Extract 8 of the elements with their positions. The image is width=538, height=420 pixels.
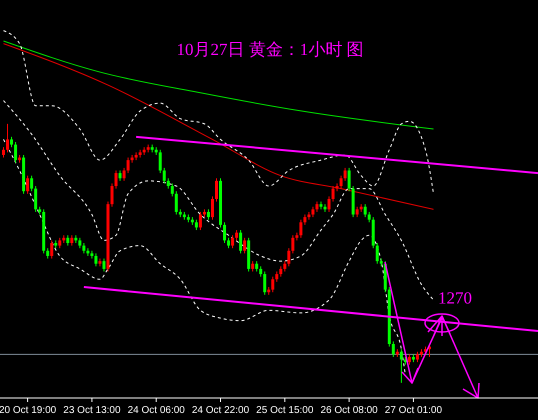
chart-title: 10月27日 黄金：1小时 图 (176, 40, 364, 59)
x-tick-label: 26 Oct 08:00 (320, 405, 378, 416)
x-tick-label: 25 Oct 15:00 (256, 405, 314, 416)
x-tick-label: 24 Oct 22:00 (192, 405, 250, 416)
annotation: 1270 (438, 288, 472, 308)
x-tick-label: 27 Oct 01:00 (384, 405, 442, 416)
x-tick-label: 23 Oct 13:00 (63, 405, 121, 416)
x-tick-label: 24 Oct 06:00 (128, 405, 186, 416)
